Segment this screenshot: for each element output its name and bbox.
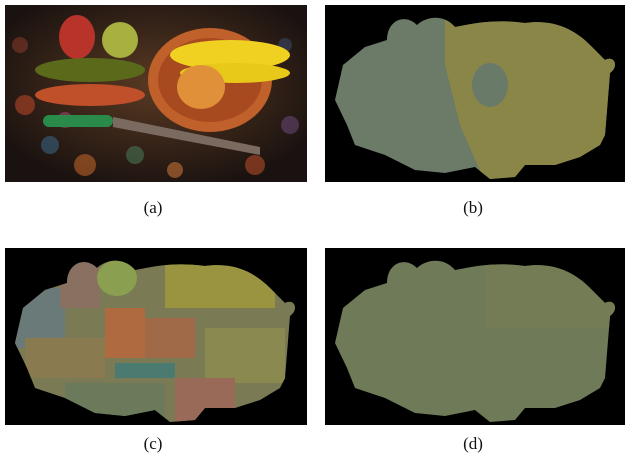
knife-handle	[43, 115, 113, 127]
segmentation-panel	[325, 5, 625, 182]
fruit	[102, 22, 138, 58]
cucumber	[35, 58, 145, 82]
segmentation-panel	[325, 248, 625, 425]
segment	[472, 63, 508, 107]
segment	[25, 338, 105, 378]
segment	[105, 308, 145, 358]
pumpkin	[177, 65, 225, 109]
segment	[145, 318, 195, 358]
segment	[205, 328, 285, 383]
fruit	[59, 15, 95, 59]
banana	[170, 40, 290, 70]
caption: (a)	[144, 198, 163, 217]
vegetable	[35, 84, 145, 106]
segmentation-panel	[5, 248, 307, 425]
segment	[445, 17, 616, 179]
segment	[115, 363, 175, 378]
caption: (b)	[463, 198, 483, 217]
caption: (d)	[463, 434, 483, 453]
knife-blade	[113, 117, 260, 155]
segment	[97, 260, 137, 296]
photo-panel	[5, 5, 307, 182]
caption: (c)	[144, 434, 163, 453]
